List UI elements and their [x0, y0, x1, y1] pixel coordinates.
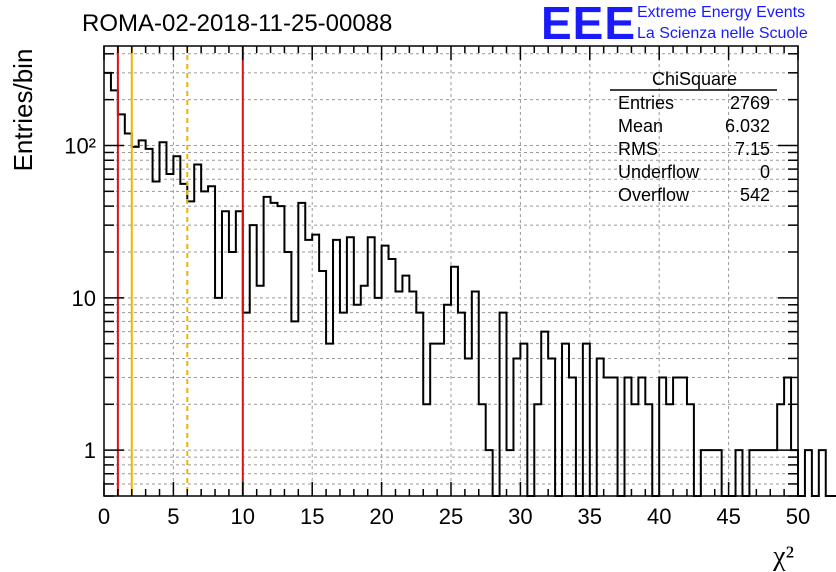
x-tick-label: 15 [300, 504, 324, 529]
stats-label: Entries [618, 93, 674, 113]
histogram-step-line [104, 71, 836, 497]
stats-label: Mean [618, 116, 663, 136]
run-title: ROMA-02-2018-11-25-00088 [82, 10, 393, 37]
y-tick-label: 10² [64, 133, 96, 158]
x-tick-label: 5 [167, 504, 179, 529]
x-tick-label: 10 [231, 504, 255, 529]
y-axis-title: Entries/bin [8, 49, 38, 172]
x-tick-label: 0 [98, 504, 110, 529]
axis-ticks [103, 46, 799, 497]
axis-labels: 0 5 10 15 20 25 30 35 40 45 50 1 10 10² χ² Entries/bin [8, 49, 810, 572]
x-tick-label: 35 [578, 504, 602, 529]
stats-box: ChiSquare Entries 2769 Mean 6.032 RMS 7.15 Unde… [610, 69, 777, 205]
stats-value: 0 [760, 162, 770, 182]
stats-title: ChiSquare [652, 69, 737, 89]
stats-label: Overflow [618, 185, 690, 205]
x-tick-label: 25 [439, 504, 463, 529]
x-tick-label: 50 [786, 504, 810, 529]
stats-value: 542 [740, 185, 770, 205]
y-tick-label: 1 [84, 438, 96, 463]
histogram [104, 71, 836, 497]
stats-value: 7.15 [735, 139, 770, 159]
x-tick-label: 40 [647, 504, 671, 529]
x-tick-label: 45 [716, 504, 740, 529]
y-tick-label: 10 [72, 286, 96, 311]
vertical-lines [116, 46, 244, 496]
stats-label: RMS [618, 139, 658, 159]
stats-label: Underflow [618, 162, 700, 182]
stats-value: 2769 [730, 93, 770, 113]
x-tick-label: 30 [508, 504, 532, 529]
logo-subtitle-1: Extreme Energy Events [637, 4, 806, 21]
eee-logo: EEE [541, 0, 637, 49]
stats-value: 6.032 [725, 116, 770, 136]
x-tick-label: 20 [369, 504, 393, 529]
logo-subtitle-2: La Scienza nelle Scuole [637, 25, 808, 42]
x-axis-title: χ² [772, 541, 794, 572]
